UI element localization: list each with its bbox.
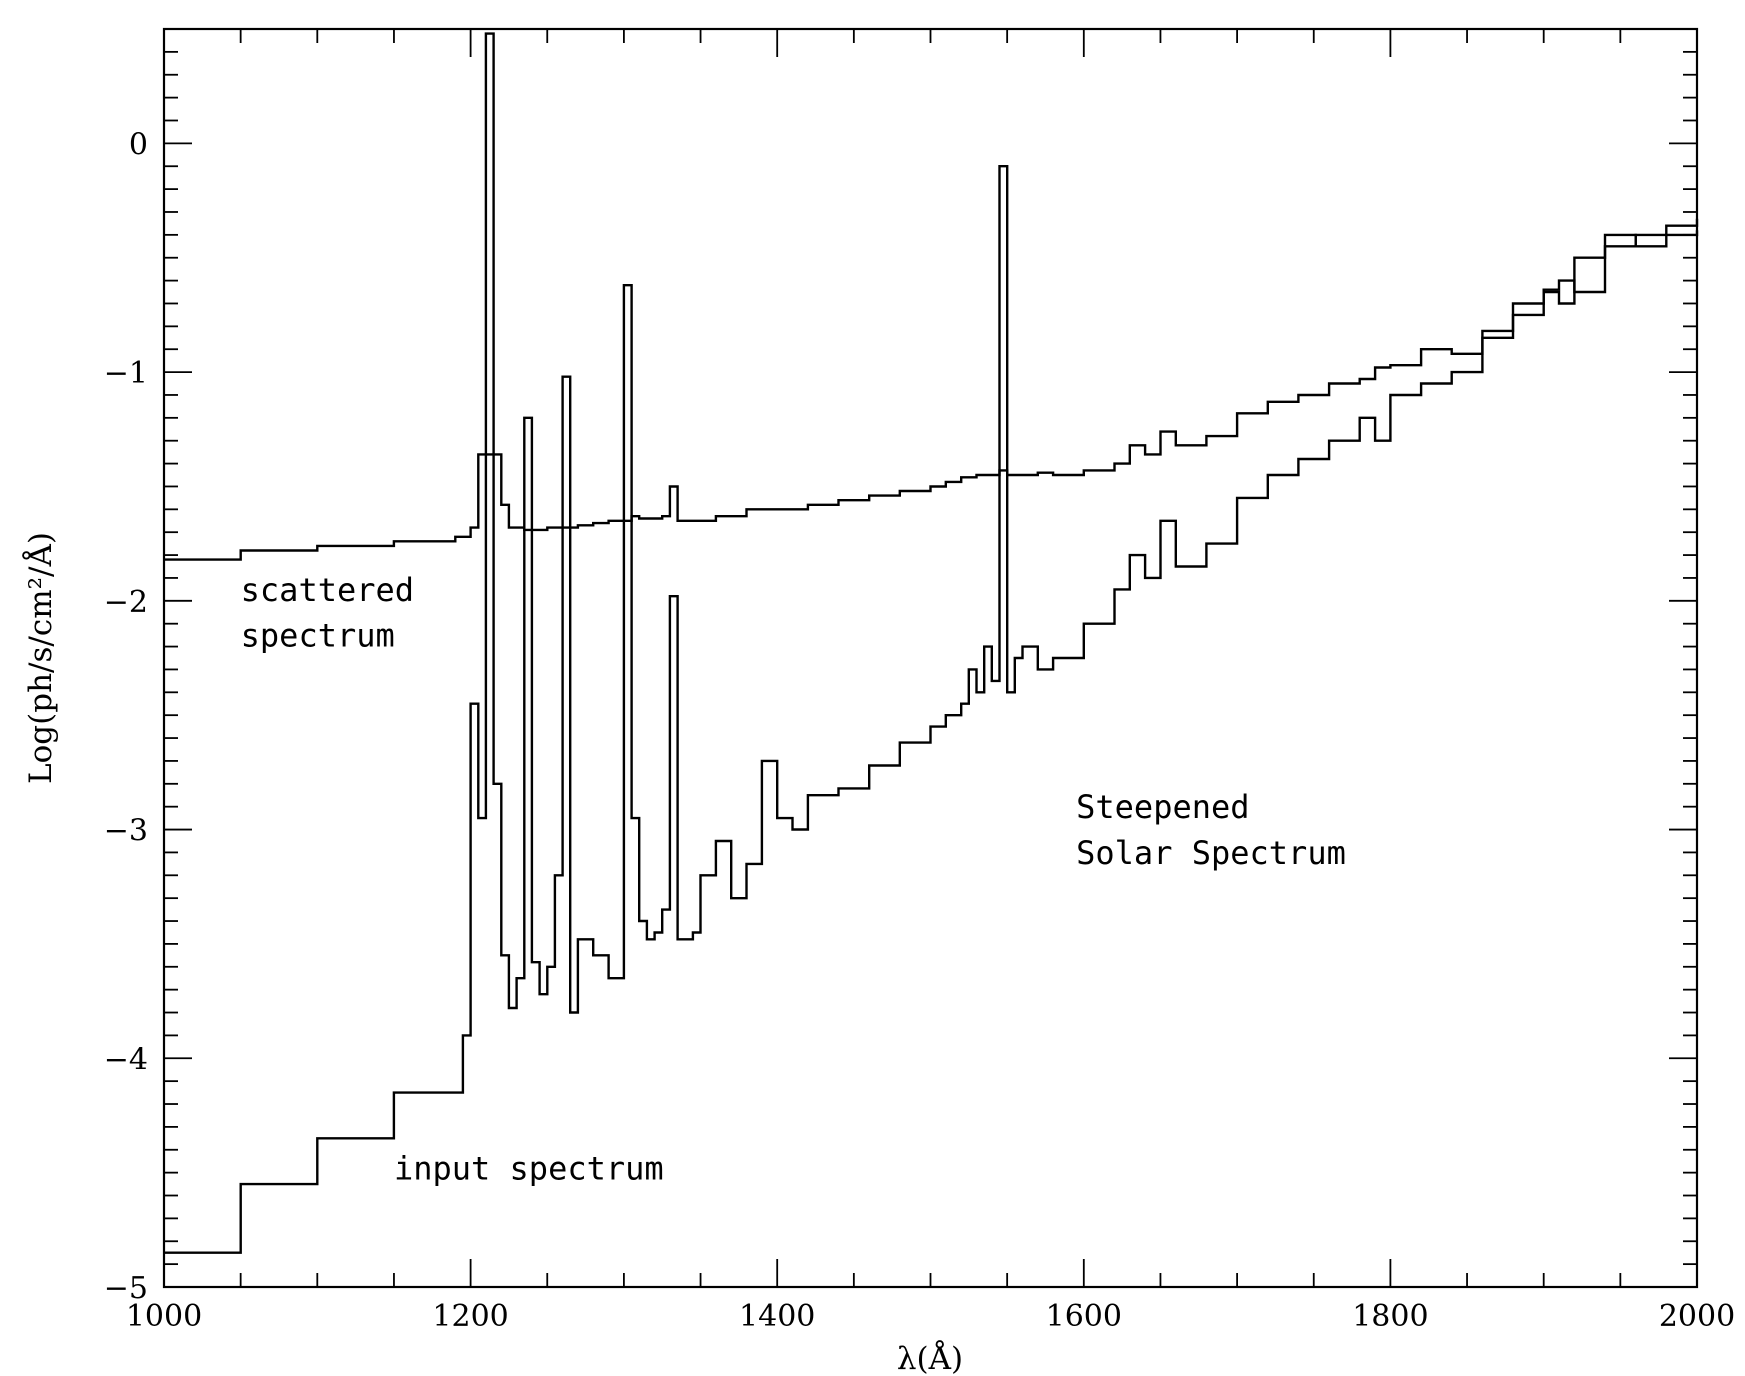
y-tick-label: −2 bbox=[104, 585, 148, 620]
y-axis-label: Log(ph/s/cm²/Å) bbox=[21, 532, 59, 784]
annotation-label: Steepened bbox=[1076, 788, 1249, 826]
annotation-label: input spectrum bbox=[394, 1149, 664, 1187]
series-group bbox=[164, 32, 1699, 1254]
x-tick-label: 1000 bbox=[126, 1299, 202, 1334]
y-tick-label: −4 bbox=[104, 1042, 148, 1077]
x-tick-label: 2000 bbox=[1659, 1299, 1735, 1334]
y-tick-label: −3 bbox=[104, 814, 148, 849]
y-tick-label: −5 bbox=[104, 1271, 148, 1306]
y-tick-label: 0 bbox=[129, 127, 148, 162]
axis-ticks bbox=[163, 28, 1698, 1288]
y-tick-label: −1 bbox=[104, 356, 148, 391]
annotation-label: scattered bbox=[241, 571, 414, 609]
annotation-label: Solar Spectrum bbox=[1076, 834, 1346, 872]
x-axis-label: λ(Å) bbox=[897, 1339, 963, 1376]
series-input-spectrum-line bbox=[164, 32, 1699, 1254]
x-tick-label: 1800 bbox=[1352, 1299, 1428, 1334]
axis-tick-labels: 1000 1200 1400 1600 1800 2000 −5 −4 −3 −2 −1 0 bbox=[104, 127, 1735, 1334]
x-tick-label: 1200 bbox=[432, 1299, 508, 1334]
annotations: scattered spectrum Steepened Solar Spectrum… bbox=[241, 571, 1346, 1188]
annotation-label: spectrum bbox=[241, 617, 395, 655]
x-tick-label: 1600 bbox=[1046, 1299, 1122, 1334]
series-scattered-spectrum-line bbox=[164, 218, 1699, 561]
x-tick-label: 1400 bbox=[739, 1299, 815, 1334]
